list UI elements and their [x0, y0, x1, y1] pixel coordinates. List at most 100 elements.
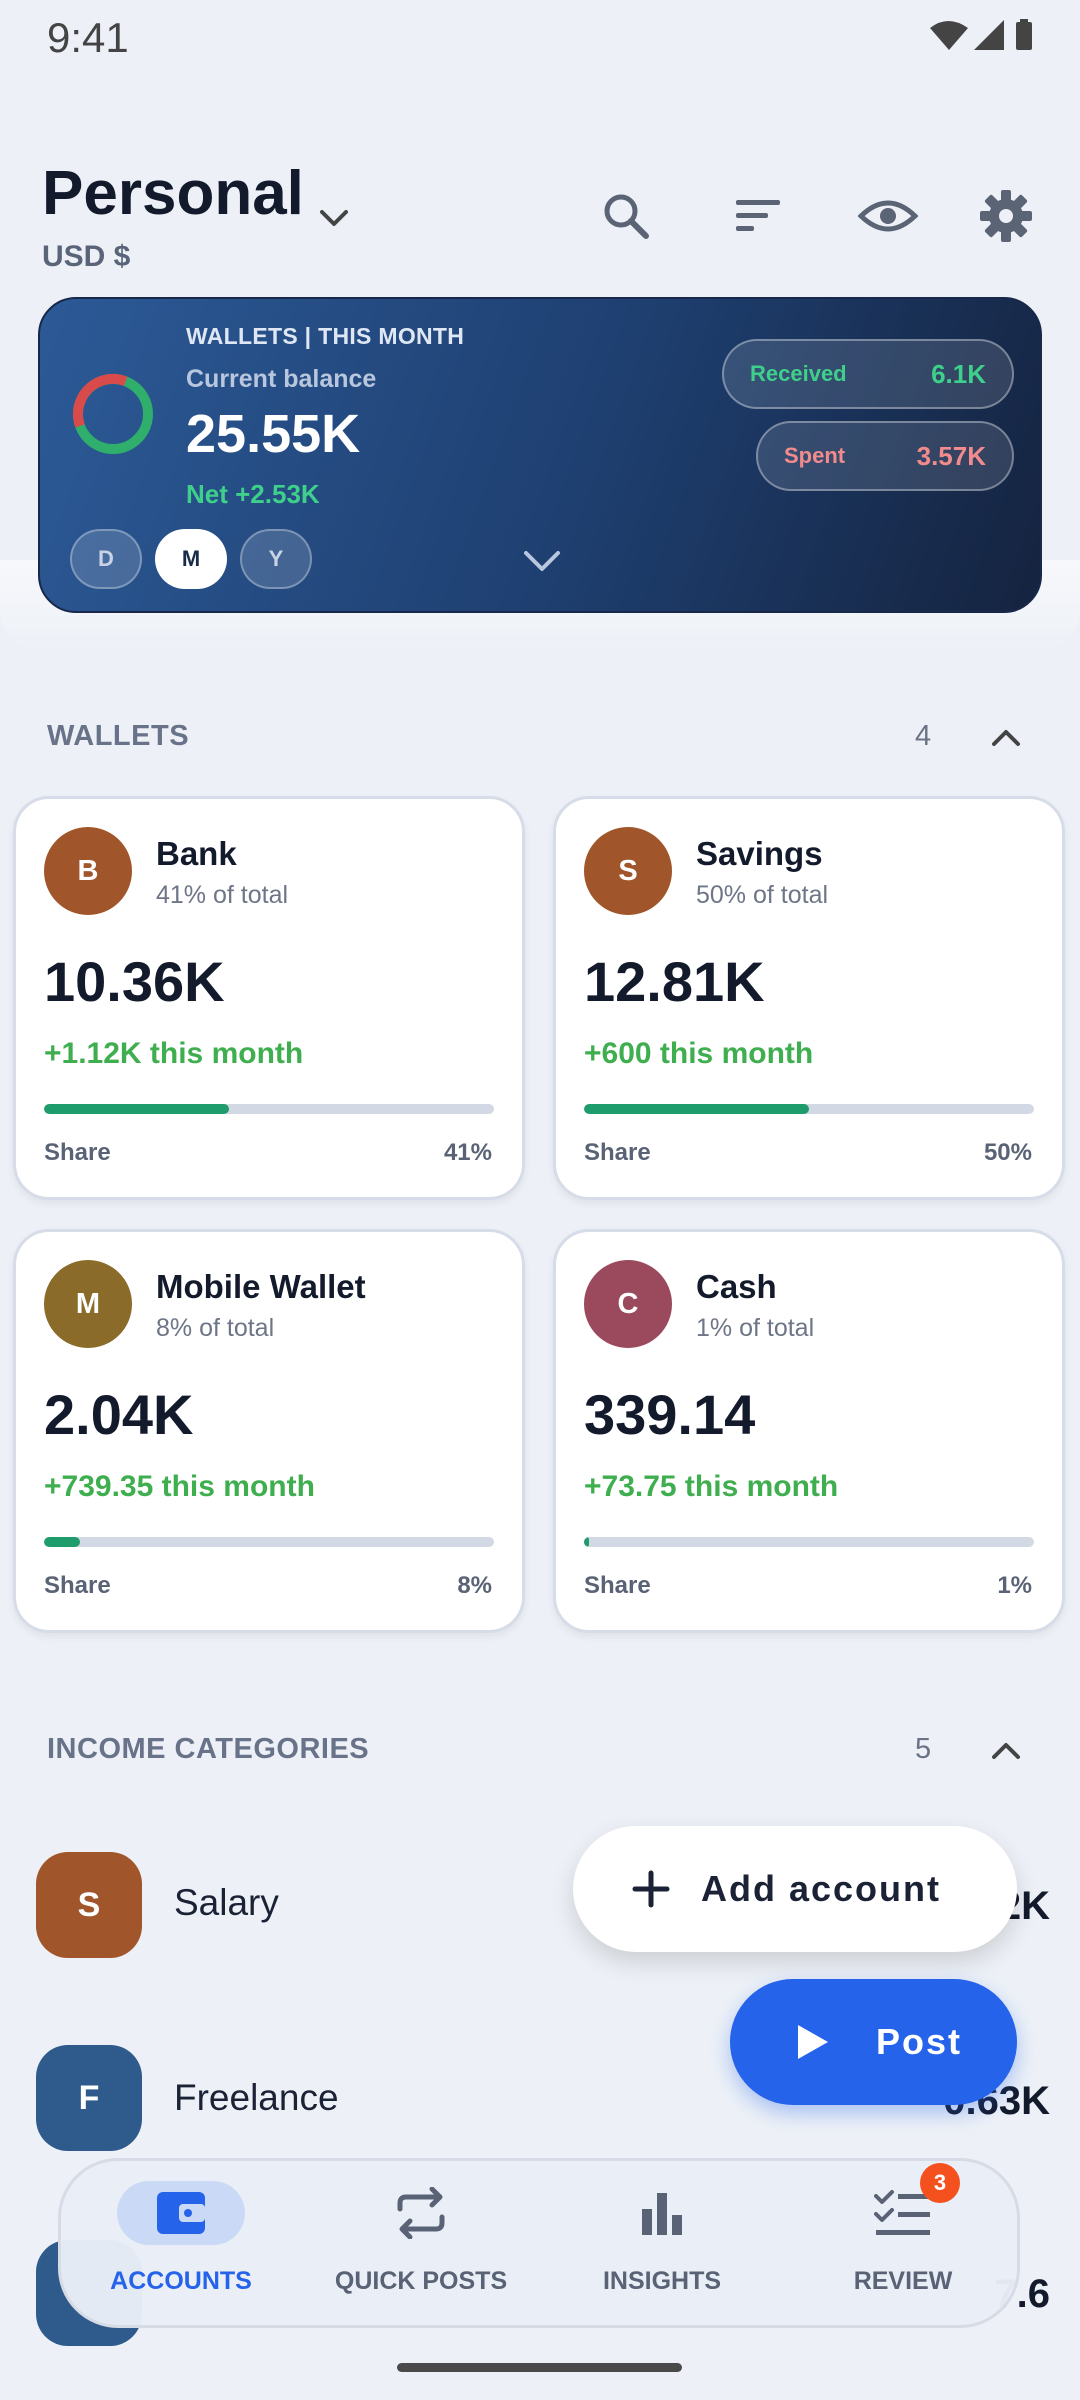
wallet-card-cash[interactable]: C Cash 1% of total 339.14 +73.75 this mo… — [553, 1229, 1065, 1633]
nav-quick-posts-label: QUICK POSTS — [334, 2267, 508, 2295]
collapse-wallets-icon[interactable] — [988, 722, 1024, 750]
nav-quick-posts[interactable]: QUICK POSTS — [301, 2161, 541, 2331]
play-icon — [798, 2025, 828, 2059]
bottom-navigation: ACCOUNTS QUICK POSTS INSIGHTS — [58, 2158, 1020, 2328]
wallet-name: Bank — [156, 835, 237, 872]
wallet-change: +600 this month — [584, 1037, 814, 1070]
wifi-icon — [930, 21, 968, 50]
wallet-avatar: S — [584, 827, 672, 915]
income-name[interactable]: Freelance — [174, 2077, 339, 2118]
income-name[interactable]: Salary — [174, 1882, 279, 1923]
balance-amount: 25.55K — [186, 404, 361, 464]
nav-quick-posts-indicator — [357, 2181, 485, 2245]
share-progress-bar — [584, 1104, 1034, 1114]
share-progress-fill — [44, 1537, 80, 1547]
nav-review[interactable]: 3 REVIEW — [783, 2161, 1023, 2331]
sort-button[interactable] — [722, 180, 794, 252]
received-pill[interactable]: Received 6.1K — [722, 339, 1014, 409]
post-button[interactable]: Post — [730, 1979, 1017, 2105]
period-month-button[interactable]: M — [155, 529, 227, 589]
expand-chevron-icon[interactable] — [520, 543, 564, 579]
share-label: Share — [584, 1572, 651, 1599]
share-percent: 8% — [457, 1572, 492, 1599]
wallet-amount: 12.81K — [584, 950, 765, 1013]
wallet-name: Savings — [696, 835, 823, 872]
share-percent: 50% — [983, 1139, 1032, 1166]
wallet-card-savings[interactable]: S Savings 50% of total 12.81K +600 this … — [553, 796, 1065, 1200]
search-button[interactable] — [590, 180, 662, 252]
share-progress-bar — [44, 1104, 494, 1114]
wallet-name: Mobile Wallet — [156, 1268, 366, 1305]
received-label: Received — [750, 361, 847, 386]
net-change: Net +2.53K — [186, 479, 320, 509]
home-indicator[interactable] — [397, 2363, 682, 2372]
share-percent: 1% — [997, 1572, 1032, 1599]
spent-pill[interactable]: Spent 3.57K — [756, 421, 1014, 491]
wallet-card-mobile-wallet[interactable]: M Mobile Wallet 8% of total 2.04K +739.3… — [13, 1229, 525, 1633]
share-progress-bar — [584, 1537, 1034, 1547]
search-icon — [604, 194, 649, 239]
status-bar: 9:41 — [0, 0, 1080, 80]
received-value: 6.1K — [931, 358, 986, 389]
wallet-percent: 41% of total — [156, 881, 289, 909]
wallet-change: +739.35 this month — [44, 1470, 315, 1503]
wallet-avatar: B — [44, 827, 132, 915]
wallet-avatar: M — [44, 1260, 132, 1348]
collapse-income-icon[interactable] — [988, 1735, 1024, 1763]
nav-accounts-indicator — [117, 2181, 245, 2245]
wallet-percent: 8% of total — [156, 1314, 275, 1342]
add-account-label: Add account — [701, 1868, 942, 1909]
wallet-percent: 1% of total — [696, 1314, 815, 1342]
chevron-down-icon[interactable] — [316, 200, 352, 236]
share-label: Share — [584, 1139, 651, 1166]
sort-icon — [736, 200, 780, 231]
balance-donut-chart — [73, 374, 153, 454]
profile-title[interactable]: Personal — [42, 159, 304, 228]
share-progress-fill — [584, 1537, 589, 1547]
eye-icon — [858, 200, 918, 232]
wallet-change: +73.75 this month — [584, 1470, 839, 1503]
summary-label: WALLETS | THIS MONTH — [186, 323, 465, 349]
spent-label: Spent — [784, 443, 846, 468]
gear-icon — [980, 190, 1032, 242]
battery-icon — [1016, 22, 1032, 50]
summary-card[interactable]: WALLETS | THIS MONTH Current balance 25.… — [38, 297, 1042, 613]
share-label: Share — [44, 1139, 111, 1166]
wallet-icon — [157, 2192, 205, 2234]
wallets-count: 4 — [915, 720, 932, 752]
nav-insights-indicator — [598, 2181, 726, 2245]
wallet-change: +1.12K this month — [44, 1037, 304, 1070]
nav-insights[interactable]: INSIGHTS — [542, 2161, 782, 2331]
nav-review-label: REVIEW — [853, 2267, 953, 2295]
income-avatar: F — [36, 2045, 142, 2151]
share-percent: 41% — [443, 1139, 492, 1166]
share-progress-bar — [44, 1537, 494, 1547]
wallet-name: Cash — [696, 1268, 777, 1305]
share-label: Share — [44, 1572, 111, 1599]
share-progress-fill — [584, 1104, 809, 1114]
wallet-percent: 50% of total — [696, 881, 829, 909]
period-year-button[interactable]: Y — [240, 529, 312, 589]
post-label: Post — [876, 2021, 963, 2062]
settings-button[interactable] — [970, 180, 1042, 252]
status-time: 9:41 — [47, 14, 129, 61]
share-progress-fill — [44, 1104, 229, 1114]
period-day-button[interactable]: D — [70, 529, 142, 589]
spent-value: 3.57K — [916, 440, 986, 471]
income-avatar: S — [36, 1852, 142, 1958]
wallet-avatar: C — [584, 1260, 672, 1348]
income-count: 5 — [915, 1733, 932, 1765]
plus-icon — [632, 1870, 670, 1908]
currency-label: USD $ — [42, 240, 131, 273]
balance-label: Current balance — [186, 365, 377, 393]
wallet-amount: 10.36K — [44, 950, 225, 1013]
nav-review-indicator — [839, 2181, 967, 2245]
wallet-card-bank[interactable]: B Bank 41% of total 10.36K +1.12K this m… — [13, 796, 525, 1200]
visibility-button[interactable] — [852, 180, 924, 252]
checklist-icon — [874, 2190, 930, 2235]
repeat-icon — [397, 2187, 445, 2239]
add-account-button[interactable]: Add account — [573, 1826, 1017, 1952]
income-section-title: INCOME CATEGORIES — [47, 1733, 370, 1765]
nav-accounts[interactable]: ACCOUNTS — [61, 2161, 301, 2331]
signal-icon — [974, 20, 1004, 50]
